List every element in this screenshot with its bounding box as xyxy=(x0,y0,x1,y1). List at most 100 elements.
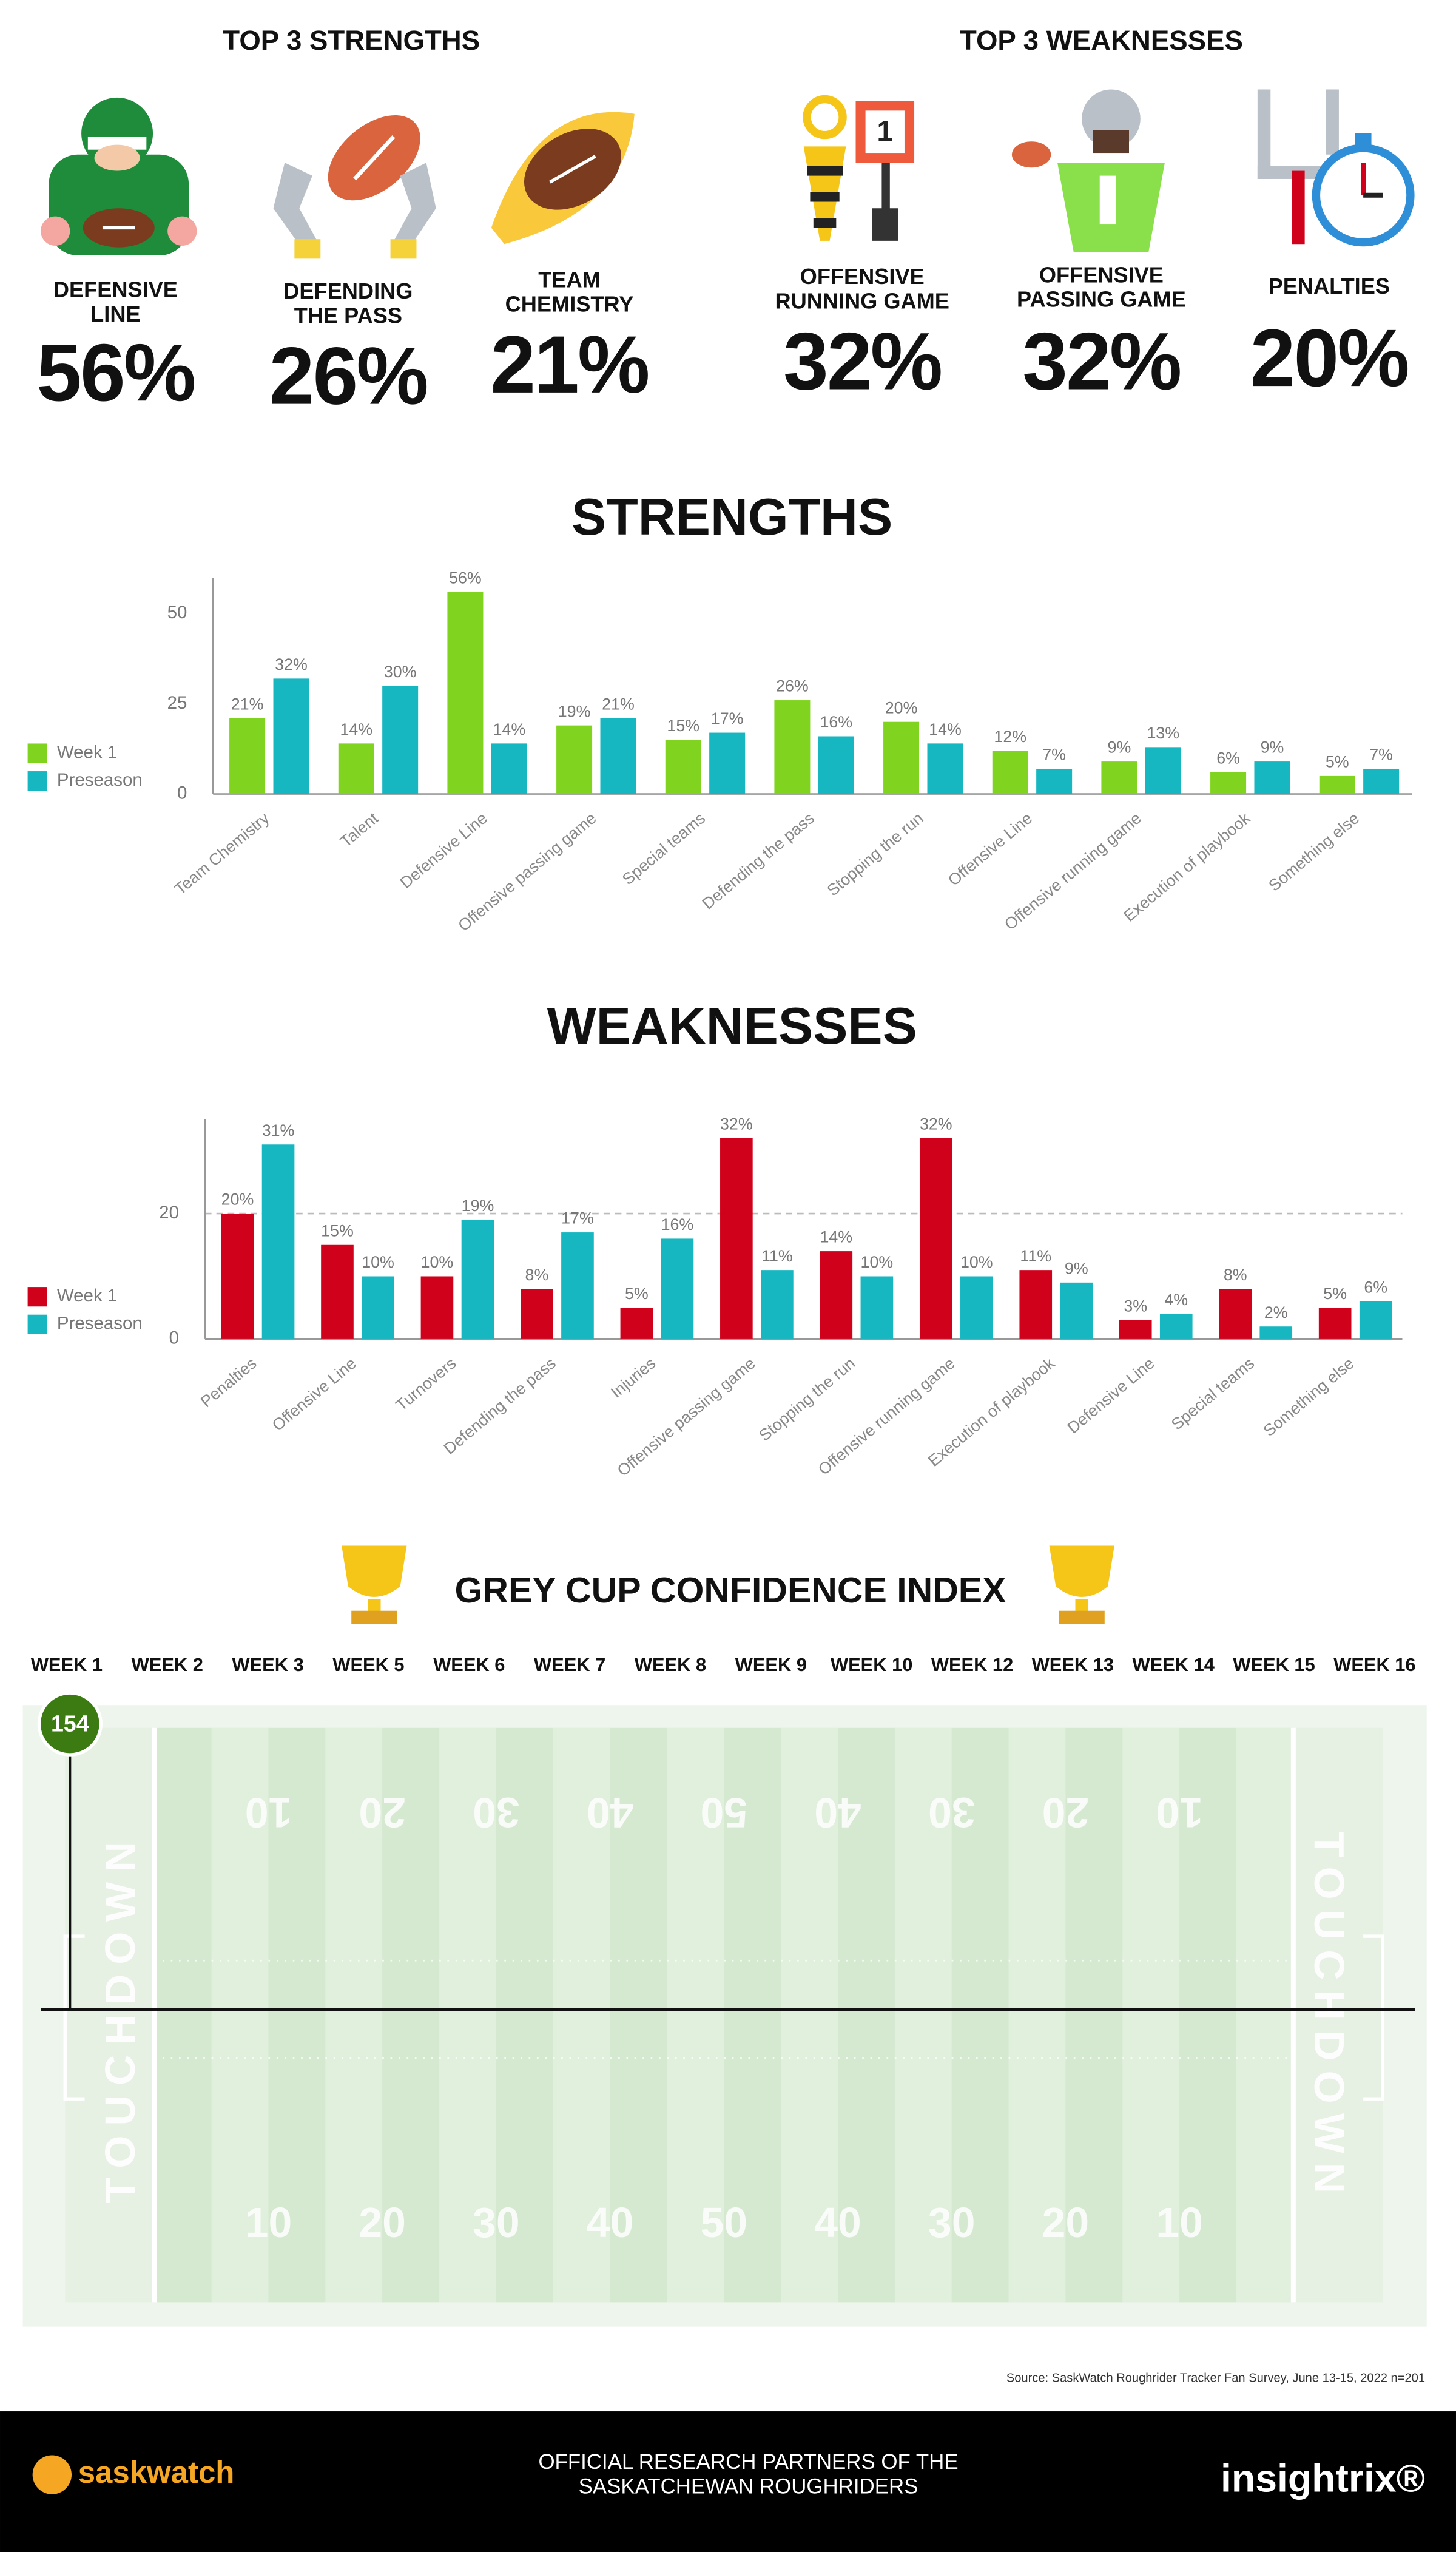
yard-number: 40 xyxy=(814,2199,861,2246)
week-label: WEEK 5 xyxy=(332,1654,404,1675)
section-title: TOP 3 WEAKNESSES xyxy=(960,25,1243,56)
value-label: 8% xyxy=(1224,1266,1247,1284)
footer-bar xyxy=(0,2411,1456,2552)
top-item-label: PENALTIES xyxy=(1269,274,1390,299)
value-label: 31% xyxy=(262,1121,295,1139)
icon-defending-pass xyxy=(273,115,436,259)
value-label: 11% xyxy=(761,1247,793,1265)
bar xyxy=(221,1214,254,1339)
value-label: 10% xyxy=(362,1253,394,1271)
top-item-label: OFFENSIVE xyxy=(800,264,925,289)
bar xyxy=(720,1138,753,1339)
trophy-base xyxy=(351,1610,397,1624)
y-tick-label: 25 xyxy=(167,693,187,713)
y-tick-label: 0 xyxy=(177,783,187,803)
bar xyxy=(1318,1308,1352,1339)
legend-swatch xyxy=(27,1314,47,1334)
bar xyxy=(1319,775,1355,794)
yard-number: 20 xyxy=(359,2199,406,2246)
yard-number: 40 xyxy=(587,1789,634,1836)
top-item-value: 21% xyxy=(490,320,648,410)
bar xyxy=(1219,1289,1252,1339)
value-label: 30% xyxy=(384,663,417,681)
source-note: Source: SaskWatch Roughrider Tracker Fan… xyxy=(1006,2372,1425,2385)
bar xyxy=(883,721,920,794)
top-item-label: LINE xyxy=(90,302,140,326)
value-label: 56% xyxy=(449,569,482,587)
yard-number: 30 xyxy=(473,2199,520,2246)
value-label: 6% xyxy=(1216,749,1240,768)
week-label: WEEK 10 xyxy=(831,1654,912,1675)
yard-number: 30 xyxy=(928,2199,976,2246)
icon-defensive-player xyxy=(41,97,197,256)
icon-goalpost xyxy=(1257,89,1339,245)
value-label: 14% xyxy=(820,1228,853,1246)
section-title: TOP 3 STRENGTHS xyxy=(223,25,480,56)
endzone-label: TOUCHDOWN xyxy=(96,1832,144,2203)
value-label: 21% xyxy=(602,695,635,713)
top-item-label: PASSING GAME xyxy=(1017,287,1186,312)
x-tick-label: Stopping the run xyxy=(755,1354,858,1444)
bar xyxy=(1101,761,1138,794)
yard-number: 50 xyxy=(701,1789,748,1836)
trophy-stem xyxy=(368,1599,381,1613)
bar xyxy=(461,1220,494,1339)
yard-number: 40 xyxy=(587,2199,634,2246)
bar xyxy=(420,1276,454,1339)
value-label: 15% xyxy=(321,1221,354,1240)
down-marker-number: 1 xyxy=(877,115,893,148)
value-label: 26% xyxy=(776,677,809,695)
bar xyxy=(600,718,636,794)
x-tick-label: Special teams xyxy=(619,809,709,888)
value-label: 7% xyxy=(1042,746,1066,764)
bar xyxy=(447,592,484,794)
bar xyxy=(382,686,419,794)
value-label: 7% xyxy=(1369,746,1393,764)
week-label: WEEK 3 xyxy=(232,1654,304,1675)
bar xyxy=(261,1144,295,1339)
x-tick-label: Offensive Line xyxy=(945,809,1036,889)
week-label: WEEK 7 xyxy=(534,1654,605,1675)
week-label: WEEK 13 xyxy=(1032,1654,1114,1675)
saskwatch-logo: saskwatch xyxy=(78,2455,235,2490)
bar xyxy=(1119,1320,1152,1339)
x-tick-label: Talent xyxy=(337,809,382,851)
value-label: 9% xyxy=(1065,1259,1088,1277)
yard-number: 20 xyxy=(1042,1789,1090,1836)
value-label: 32% xyxy=(275,655,308,673)
point-label: 154 xyxy=(51,1711,89,1737)
value-label: 21% xyxy=(231,695,264,713)
value-label: 8% xyxy=(525,1266,549,1284)
x-tick-label: Stopping the run xyxy=(824,809,927,899)
chart-title: STRENGTHS xyxy=(571,488,892,546)
bar xyxy=(919,1138,952,1339)
bar xyxy=(229,718,266,794)
value-label: 14% xyxy=(340,720,372,738)
value-label: 11% xyxy=(1020,1247,1051,1265)
bar xyxy=(1363,768,1400,794)
value-label: 14% xyxy=(929,720,962,738)
week-label: WEEK 12 xyxy=(931,1654,1013,1675)
week-label: WEEK 15 xyxy=(1233,1654,1315,1675)
bar xyxy=(338,743,374,794)
trophy-icon xyxy=(342,1545,407,1624)
trophy-cup xyxy=(1049,1545,1114,1597)
icon-yard-marker: 1 xyxy=(803,95,915,241)
legend-swatch xyxy=(27,743,47,763)
value-label: 3% xyxy=(1124,1297,1147,1315)
x-tick-label: Something else xyxy=(1265,809,1363,895)
y-tick-label: 20 xyxy=(159,1203,179,1223)
bar xyxy=(521,1289,553,1339)
icon-flaming-football xyxy=(491,112,635,245)
top-item-value: 26% xyxy=(269,331,427,422)
yard-number: 10 xyxy=(245,2199,292,2246)
x-tick-label: Defensive Line xyxy=(1064,1354,1158,1437)
bar xyxy=(761,1270,794,1339)
top-item-label: CHEMISTRY xyxy=(505,292,634,317)
footer-text: SASKATCHEWAN ROUGHRIDERS xyxy=(579,2474,918,2498)
week-label: WEEK 14 xyxy=(1133,1654,1215,1675)
value-label: 9% xyxy=(1108,738,1131,757)
bar xyxy=(1359,1301,1392,1339)
bar xyxy=(860,1276,894,1339)
